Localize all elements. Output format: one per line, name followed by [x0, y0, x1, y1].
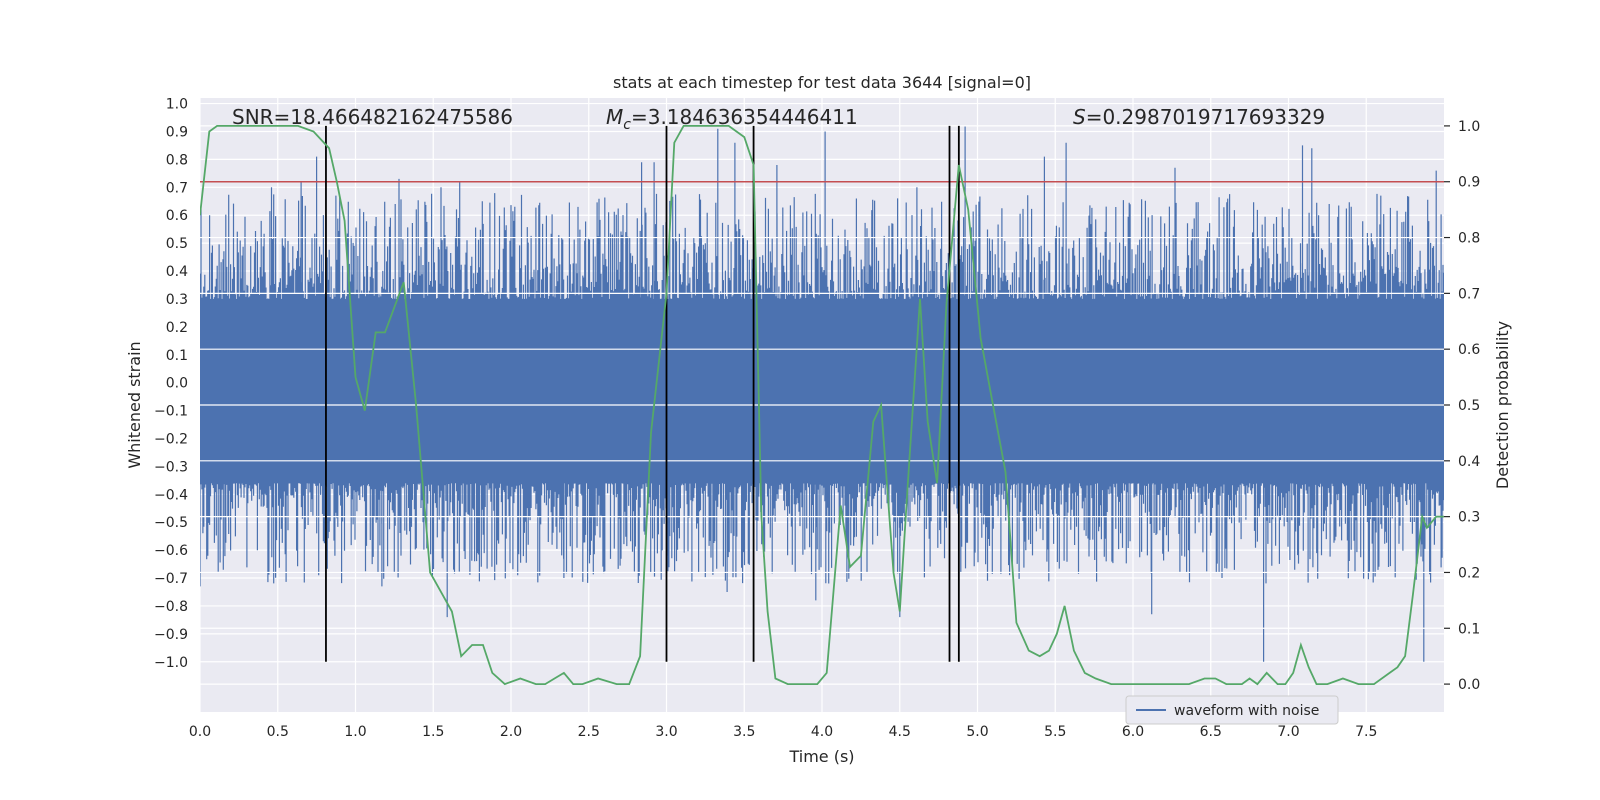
- y-tick-label: 0.0: [166, 376, 188, 392]
- y-axis-ticks: 1.0 0.9 0.8 0.7 0.6 0.5 0.4 0.3 0.2 0.1 0.0 −0.1 −0.…: [154, 97, 188, 671]
- chirp-mass-value: =3.184636354446411: [631, 105, 858, 129]
- chart-title: stats at each timestep for test data 364…: [613, 73, 1031, 92]
- y-tick-label: 0.1: [166, 348, 188, 364]
- detection-probability-series: [200, 125, 1444, 686]
- legend-label: waveform with noise: [1174, 703, 1319, 719]
- y2-tick-label: 0.8: [1458, 231, 1480, 247]
- x-tick-label: 4.5: [889, 724, 911, 740]
- y-tick-label: 0.8: [166, 152, 188, 168]
- x-tick-label: 3.0: [655, 724, 677, 740]
- y2-tick-label: 0.4: [1458, 454, 1480, 470]
- chirp-mass-subscript: c: [623, 117, 631, 133]
- y2-tick-label: 0.2: [1458, 565, 1480, 581]
- y2-tick-label: 0.3: [1458, 510, 1480, 526]
- y-tick-label: −0.4: [154, 487, 188, 503]
- y-tick-label: −0.2: [154, 431, 188, 447]
- x-tick-label: 4.0: [811, 724, 833, 740]
- y2-tick-label: 0.7: [1458, 286, 1480, 302]
- x-tick-label: 6.0: [1122, 724, 1144, 740]
- chirp-mass-symbol: M: [606, 105, 623, 129]
- y-tick-label: −0.9: [154, 627, 188, 643]
- y-axis-label: Whitened strain: [125, 341, 144, 468]
- x-tick-label: 7.5: [1355, 724, 1377, 740]
- x-tick-label: 0.0: [189, 724, 211, 740]
- y-tick-label: 0.2: [166, 320, 188, 336]
- event-markers: [325, 125, 960, 662]
- y2-tick-label: 0.0: [1458, 677, 1480, 693]
- y-tick-label: −0.1: [154, 404, 188, 420]
- y2-tick-label: 0.5: [1458, 398, 1480, 414]
- y2-tick-label: 0.6: [1458, 342, 1480, 358]
- y2-tick-label: 0.9: [1458, 175, 1480, 191]
- y-tick-label: 0.5: [166, 236, 188, 252]
- x-tick-label: 7.0: [1277, 724, 1299, 740]
- legend-box: [1125, 695, 1339, 725]
- y-tick-label: −1.0: [154, 655, 188, 671]
- y-tick-label: −0.6: [154, 543, 188, 559]
- x-tick-label: 5.5: [1044, 724, 1066, 740]
- x-tick-label: 6.5: [1200, 724, 1222, 740]
- x-tick-label: 0.5: [267, 724, 289, 740]
- x-tick-label: 5.0: [966, 724, 988, 740]
- y2-tick-label: 0.1: [1458, 621, 1480, 637]
- y-tick-label: 0.4: [166, 264, 188, 280]
- snr-annotation: SNR=18.466482162475586: [232, 105, 513, 129]
- x-axis-label: Time (s): [788, 747, 854, 766]
- chirp-mass-annotation: Mc=3.184636354446411: [606, 105, 858, 133]
- y2-axis-ticks: 1.0 0.9 0.8 0.7 0.6 0.5 0.4 0.3 0.2 0.1 0.0: [1444, 119, 1480, 693]
- y-tick-label: −0.8: [154, 599, 188, 615]
- y-tick-label: 0.9: [166, 124, 188, 140]
- x-tick-label: 1.5: [422, 724, 444, 740]
- s-annotation: S=0.2987019717693329: [1073, 105, 1325, 129]
- waveform-core: [200, 298, 1444, 484]
- legend: waveform with noise: [1125, 695, 1339, 725]
- x-tick-label: 3.5: [733, 724, 755, 740]
- detection-probability-line: [200, 125, 1444, 686]
- y-tick-label: −0.5: [154, 515, 188, 531]
- y-tick-label: 0.3: [166, 292, 188, 308]
- s-value: =0.2987019717693329: [1086, 105, 1325, 129]
- y-tick-label: 0.7: [166, 180, 188, 196]
- y-tick-label: −0.3: [154, 459, 188, 475]
- x-tick-label: 2.5: [578, 724, 600, 740]
- waveform-series: [200, 125, 1444, 662]
- y2-tick-label: 1.0: [1458, 119, 1480, 135]
- x-axis-ticks: 0.0 0.5 1.0 1.5 2.0 2.5 3.0 3.5 4.0 4.5 5.0 5.5 6.0 6…: [189, 724, 1378, 740]
- x-tick-label: 2.0: [500, 724, 522, 740]
- s-symbol: S: [1073, 105, 1086, 129]
- y-tick-label: 0.6: [166, 208, 188, 224]
- y2-axis-label: Detection probability: [1493, 321, 1512, 489]
- x-tick-label: 1.0: [344, 724, 366, 740]
- y-tick-label: 1.0: [166, 97, 188, 113]
- y-tick-label: −0.7: [154, 571, 188, 587]
